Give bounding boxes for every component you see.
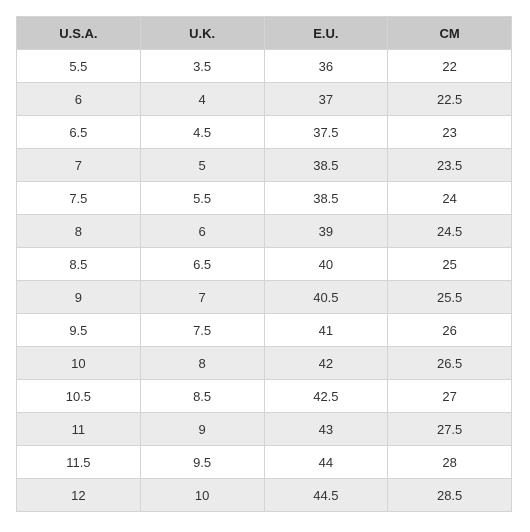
cell-usa: 5.5 (16, 49, 141, 83)
cell-eu: 39 (263, 214, 389, 248)
cell-eu: 36 (263, 49, 389, 83)
cell-usa: 6 (16, 82, 141, 116)
cell-usa: 12 (16, 478, 141, 512)
cell-cm: 27 (387, 379, 512, 413)
cell-eu: 42.5 (263, 379, 389, 413)
cell-usa: 6.5 (16, 115, 141, 149)
cell-cm: 23.5 (387, 148, 512, 182)
cell-cm: 26.5 (387, 346, 512, 380)
header-uk: U.K. (139, 16, 265, 50)
cell-usa: 11 (16, 412, 141, 446)
cell-uk: 7.5 (139, 313, 265, 347)
cell-usa: 8.5 (16, 247, 141, 281)
cell-eu: 37 (263, 82, 389, 116)
table-row: 8 6 39 24.5 (16, 214, 512, 248)
cell-eu: 43 (263, 412, 389, 446)
cell-uk: 6.5 (139, 247, 265, 281)
table-header-row: U.S.A. U.K. E.U. CM (16, 16, 512, 50)
cell-cm: 22 (387, 49, 512, 83)
cell-cm: 28.5 (387, 478, 512, 512)
cell-cm: 24.5 (387, 214, 512, 248)
cell-cm: 28 (387, 445, 512, 479)
cell-usa: 9.5 (16, 313, 141, 347)
table-row: 11.5 9.5 44 28 (16, 445, 512, 479)
table-row: 6.5 4.5 37.5 23 (16, 115, 512, 149)
cell-eu: 37.5 (263, 115, 389, 149)
cell-usa: 7.5 (16, 181, 141, 215)
cell-uk: 10 (139, 478, 265, 512)
table-row: 9.5 7.5 41 26 (16, 313, 512, 347)
cell-cm: 25.5 (387, 280, 512, 314)
cell-cm: 26 (387, 313, 512, 347)
cell-eu: 38.5 (263, 181, 389, 215)
cell-eu: 42 (263, 346, 389, 380)
cell-cm: 27.5 (387, 412, 512, 446)
cell-uk: 6 (139, 214, 265, 248)
table-row: 10 8 42 26.5 (16, 346, 512, 380)
table-row: 7.5 5.5 38.5 24 (16, 181, 512, 215)
table-row: 12 10 44.5 28.5 (16, 478, 512, 512)
cell-usa: 11.5 (16, 445, 141, 479)
cell-uk: 5 (139, 148, 265, 182)
table-row: 8.5 6.5 40 25 (16, 247, 512, 281)
cell-eu: 44 (263, 445, 389, 479)
cell-eu: 38.5 (263, 148, 389, 182)
table-row: 10.5 8.5 42.5 27 (16, 379, 512, 413)
cell-usa: 10.5 (16, 379, 141, 413)
size-conversion-table: U.S.A. U.K. E.U. CM 5.5 3.5 36 22 6 4 37… (16, 16, 512, 512)
cell-cm: 24 (387, 181, 512, 215)
table-row: 7 5 38.5 23.5 (16, 148, 512, 182)
header-cm: CM (387, 16, 512, 50)
table-row: 6 4 37 22.5 (16, 82, 512, 116)
table-row: 9 7 40.5 25.5 (16, 280, 512, 314)
cell-eu: 44.5 (263, 478, 389, 512)
cell-uk: 9.5 (139, 445, 265, 479)
cell-eu: 40 (263, 247, 389, 281)
cell-uk: 8.5 (139, 379, 265, 413)
cell-uk: 3.5 (139, 49, 265, 83)
header-eu: E.U. (263, 16, 389, 50)
cell-eu: 40.5 (263, 280, 389, 314)
cell-uk: 8 (139, 346, 265, 380)
cell-uk: 4.5 (139, 115, 265, 149)
cell-usa: 9 (16, 280, 141, 314)
cell-uk: 9 (139, 412, 265, 446)
cell-cm: 25 (387, 247, 512, 281)
cell-uk: 7 (139, 280, 265, 314)
cell-usa: 7 (16, 148, 141, 182)
cell-usa: 8 (16, 214, 141, 248)
cell-uk: 5.5 (139, 181, 265, 215)
cell-cm: 23 (387, 115, 512, 149)
table-row: 11 9 43 27.5 (16, 412, 512, 446)
cell-eu: 41 (263, 313, 389, 347)
cell-uk: 4 (139, 82, 265, 116)
table-row: 5.5 3.5 36 22 (16, 49, 512, 83)
header-usa: U.S.A. (16, 16, 141, 50)
cell-usa: 10 (16, 346, 141, 380)
cell-cm: 22.5 (387, 82, 512, 116)
